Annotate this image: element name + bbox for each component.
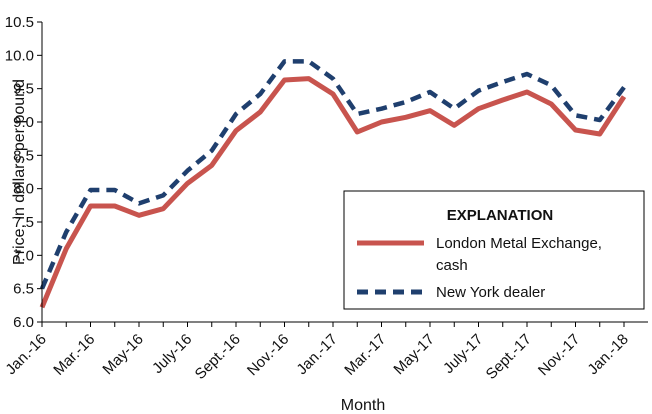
legend-title: EXPLANATION bbox=[447, 207, 553, 224]
series-line-new-york-dealer bbox=[39, 59, 626, 290]
x-tick-label: Nov.-16 bbox=[244, 331, 292, 379]
y-tick-label: 10.0 bbox=[5, 47, 34, 64]
x-tick-label: July-16 bbox=[149, 331, 195, 377]
series-line-london-metal-exchange bbox=[39, 76, 627, 309]
y-tick-label: 7.0 bbox=[13, 247, 34, 264]
x-tick-label: Mar.-17 bbox=[341, 331, 389, 379]
legend: EXPLANATION London Metal Exchange, cash Ne… bbox=[343, 190, 645, 310]
x-tick-label: May-17 bbox=[390, 331, 437, 378]
x-tick-label: Nov.-17 bbox=[535, 331, 583, 379]
y-axis-title: Price, in dollars per pound bbox=[11, 79, 28, 265]
y-tick-label: 9.0 bbox=[13, 114, 34, 131]
x-tick-label: Sept.-16 bbox=[192, 331, 244, 383]
legend-box bbox=[343, 190, 645, 310]
legend-label-new-york-dealer: New York dealer bbox=[436, 284, 545, 301]
y-tick-label: 10.5 bbox=[5, 14, 34, 31]
series-lines bbox=[39, 59, 627, 309]
y-tick-label: 7.5 bbox=[13, 214, 34, 231]
x-tick-label: Sept.-17 bbox=[483, 331, 535, 383]
x-axis-title: Month bbox=[341, 397, 385, 414]
y-tick-label: 8.5 bbox=[13, 147, 34, 164]
x-tick-label: Jan.-17 bbox=[293, 331, 340, 378]
x-tick-label: Mar.-16 bbox=[50, 331, 98, 379]
y-tick-label: 8.0 bbox=[13, 181, 34, 198]
y-tick-label: 6.5 bbox=[13, 281, 34, 298]
legend-label-london-metal-exchange: London Metal Exchange, bbox=[436, 235, 602, 252]
y-tick-label: 9.5 bbox=[13, 81, 34, 98]
x-tick-label: July-17 bbox=[440, 331, 486, 377]
y-axis-ticks: 6.0 6.5 7.0 7.5 8.0 8.5 9.0 9.5 10.0 10.5 bbox=[5, 14, 42, 331]
x-tick-label: Jan.-18 bbox=[584, 331, 631, 378]
legend-label-london-metal-exchange: cash bbox=[436, 257, 468, 274]
y-tick-label: 6.0 bbox=[13, 314, 34, 331]
x-tick-label: Jan.-16 bbox=[2, 331, 49, 378]
x-tick-label: May-16 bbox=[99, 331, 146, 378]
